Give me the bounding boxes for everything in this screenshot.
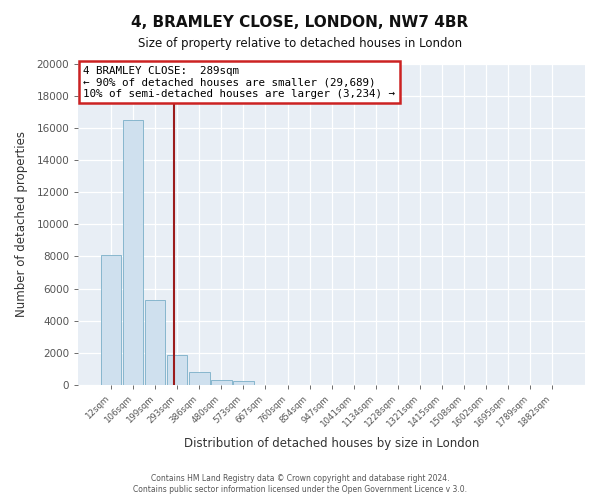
- Bar: [123, 120, 143, 384]
- X-axis label: Distribution of detached houses by size in London: Distribution of detached houses by size …: [184, 437, 479, 450]
- Bar: [233, 381, 254, 384]
- Y-axis label: Number of detached properties: Number of detached properties: [15, 132, 28, 318]
- Bar: [211, 380, 232, 384]
- Text: 4, BRAMLEY CLOSE, LONDON, NW7 4BR: 4, BRAMLEY CLOSE, LONDON, NW7 4BR: [131, 15, 469, 30]
- Bar: [145, 300, 166, 384]
- Bar: [101, 255, 121, 384]
- Bar: [189, 372, 209, 384]
- Text: 4 BRAMLEY CLOSE:  289sqm
← 90% of detached houses are smaller (29,689)
10% of se: 4 BRAMLEY CLOSE: 289sqm ← 90% of detache…: [83, 66, 395, 99]
- Text: Contains HM Land Registry data © Crown copyright and database right 2024.
Contai: Contains HM Land Registry data © Crown c…: [133, 474, 467, 494]
- Text: Size of property relative to detached houses in London: Size of property relative to detached ho…: [138, 38, 462, 51]
- Bar: [167, 355, 187, 384]
